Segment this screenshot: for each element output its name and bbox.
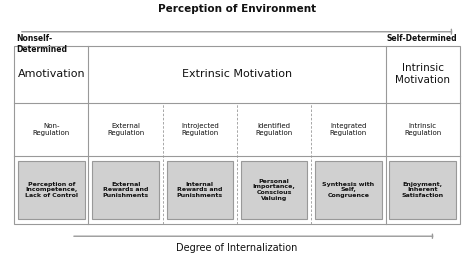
Text: Non-
Regulation: Non- Regulation (33, 123, 70, 136)
Text: Personal
Importance,
Conscious
Valuing: Personal Importance, Conscious Valuing (253, 179, 295, 201)
Text: External
Regulation: External Regulation (107, 123, 144, 136)
Bar (389, 161, 456, 219)
Bar (315, 161, 382, 219)
Text: Integrated
Regulation: Integrated Regulation (330, 123, 367, 136)
Text: External
Rewards and
Punishments: External Rewards and Punishments (102, 182, 149, 198)
Bar (166, 161, 233, 219)
Text: Synthesis with
Self,
Congruence: Synthesis with Self, Congruence (322, 182, 374, 198)
Text: Introjected
Regulation: Introjected Regulation (181, 123, 219, 136)
Text: Identified
Regulation: Identified Regulation (255, 123, 293, 136)
Text: Enjoyment,
Inherent
Satisfaction: Enjoyment, Inherent Satisfaction (401, 182, 444, 198)
Text: Intrinsic
Motivation: Intrinsic Motivation (395, 64, 450, 85)
Text: Degree of Internalization: Degree of Internalization (176, 243, 298, 253)
Bar (92, 161, 159, 219)
Text: Intrinsic
Regulation: Intrinsic Regulation (404, 123, 441, 136)
Bar (14, 46, 460, 224)
Bar (241, 161, 308, 219)
Text: Extrinsic Motivation: Extrinsic Motivation (182, 69, 292, 79)
Text: Amotivation: Amotivation (18, 69, 85, 79)
Bar (18, 161, 85, 219)
Text: Self-Determined: Self-Determined (387, 34, 457, 43)
Text: Nonself-
Determined: Nonself- Determined (17, 34, 68, 54)
Text: Internal
Rewards and
Punishments: Internal Rewards and Punishments (177, 182, 223, 198)
Text: Perception of
Incompetence,
Lack of Control: Perception of Incompetence, Lack of Cont… (25, 182, 78, 198)
Text: Perception of Environment: Perception of Environment (158, 4, 316, 14)
